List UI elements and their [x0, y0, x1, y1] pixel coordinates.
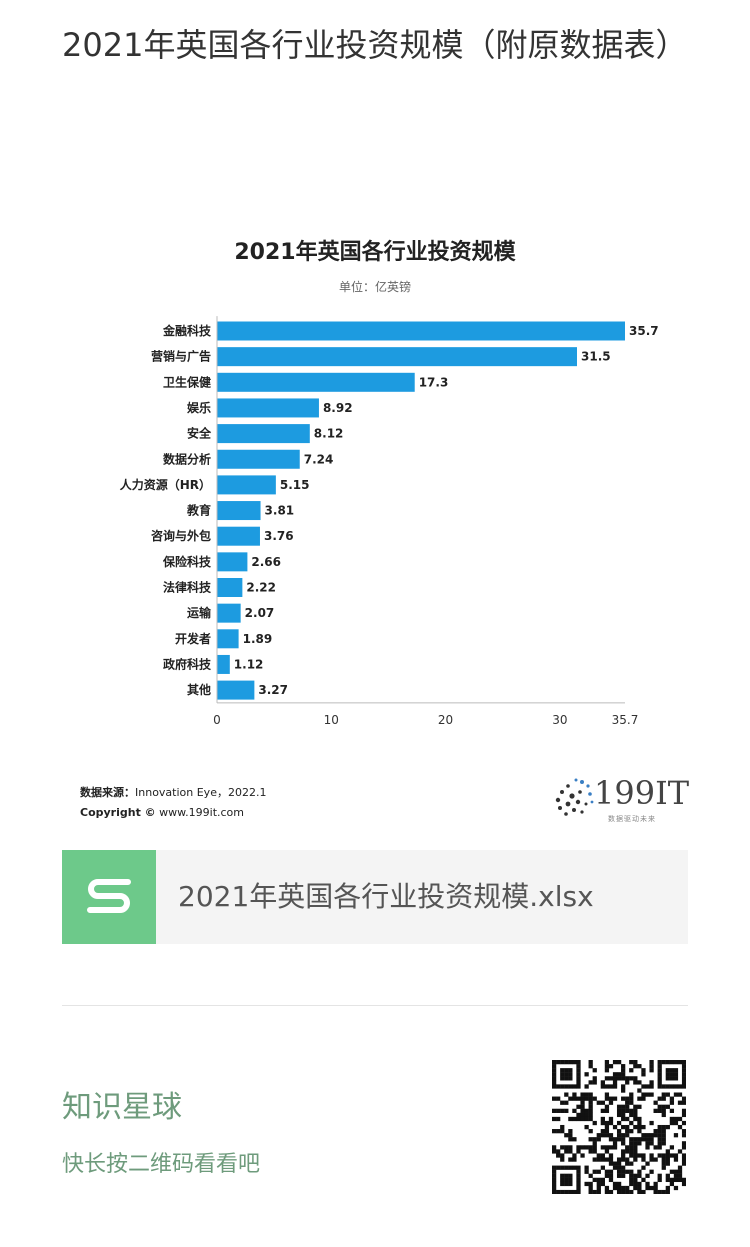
bar — [217, 578, 243, 597]
bar — [217, 475, 276, 495]
bar — [217, 603, 241, 623]
category-label: 法律科技 — [163, 580, 212, 595]
value-label: 2.22 — [246, 581, 276, 595]
category-label: 保险科技 — [162, 554, 212, 569]
bar — [217, 398, 319, 418]
logo-subtext: 数据驱动未来 — [608, 815, 656, 823]
bar — [217, 501, 261, 521]
bar — [217, 321, 625, 341]
x-tick-label: 30 — [552, 713, 567, 727]
x-tick-label: 35.7 — [612, 713, 639, 727]
199it-logo: 199IT 数据驱动未来 — [552, 774, 689, 826]
bar — [217, 424, 310, 444]
logo-text: 199IT — [594, 774, 690, 812]
copyright-text: www.199it.com — [159, 806, 245, 819]
article-title: 2021年英国各行业投资规模（附原数据表） — [62, 26, 688, 64]
file-attachment[interactable]: 2021年英国各行业投资规模.xlsx — [62, 850, 688, 944]
value-label: 8.12 — [314, 427, 344, 441]
category-label: 卫生保健 — [163, 374, 212, 389]
category-label: 咨询与外包 — [151, 528, 211, 543]
category-label: 教育 — [186, 503, 211, 518]
file-name: 2021年英国各行业投资规模.xlsx — [178, 880, 594, 913]
value-label: 1.12 — [234, 657, 264, 671]
bar — [217, 347, 577, 367]
value-label: 3.27 — [258, 683, 288, 697]
value-label: 35.7 — [629, 324, 659, 338]
category-label: 人力资源（HR） — [120, 477, 211, 492]
value-label: 1.89 — [243, 632, 273, 646]
knowledge-planet-subtitle: 快长按二维码看看吧 — [62, 1152, 261, 1177]
category-label: 安全 — [187, 426, 212, 441]
category-label: 政府科技 — [163, 656, 212, 671]
value-label: 8.92 — [323, 401, 353, 415]
x-tick-label: 20 — [438, 713, 453, 727]
divider — [62, 1005, 688, 1006]
category-label: 开发者 — [175, 631, 211, 646]
bar — [217, 449, 300, 469]
category-label: 其他 — [187, 682, 211, 697]
category-label: 金融科技 — [162, 323, 212, 338]
bar — [217, 629, 239, 649]
category-label: 数据分析 — [163, 451, 211, 466]
data-source: 数据来源：Innovation Eye，2022.1 Copyright © w… — [80, 783, 266, 823]
value-label: 5.15 — [280, 478, 310, 492]
logo-dots-icon — [555, 778, 594, 816]
chart-unit: 单位：亿英镑 — [338, 280, 411, 294]
bar — [217, 680, 255, 700]
bar-chart: 金融科技 35.7 营销与广告 31.5 卫生保健 17.3 娱乐 8.92 安全 8.12 数据分… — [120, 316, 659, 727]
value-label: 7.24 — [304, 452, 334, 466]
value-label: 2.07 — [245, 606, 275, 620]
value-label: 17.3 — [419, 375, 449, 389]
value-label: 3.76 — [264, 529, 294, 543]
value-label: 31.5 — [581, 350, 611, 364]
spreadsheet-s-icon — [62, 850, 156, 944]
value-label: 2.66 — [251, 555, 281, 569]
chart-title: 2021年英国各行业投资规模 — [234, 240, 516, 265]
bar — [217, 552, 248, 572]
knowledge-planet-title: 知识星球 — [62, 1090, 182, 1125]
source-label: 数据来源： — [80, 786, 135, 799]
value-label: 3.81 — [265, 504, 295, 518]
category-label: 营销与广告 — [151, 349, 211, 364]
copyright-label: Copyright © — [80, 806, 156, 819]
bar — [217, 372, 415, 392]
category-label: 娱乐 — [187, 400, 211, 415]
category-label: 运输 — [187, 605, 212, 620]
bar — [217, 526, 260, 546]
x-tick-label: 10 — [324, 713, 339, 727]
qr-code-icon[interactable] — [552, 1060, 686, 1194]
x-tick-label: 0 — [213, 713, 221, 727]
bar — [217, 654, 230, 674]
source-text: Innovation Eye，2022.1 — [135, 786, 267, 799]
